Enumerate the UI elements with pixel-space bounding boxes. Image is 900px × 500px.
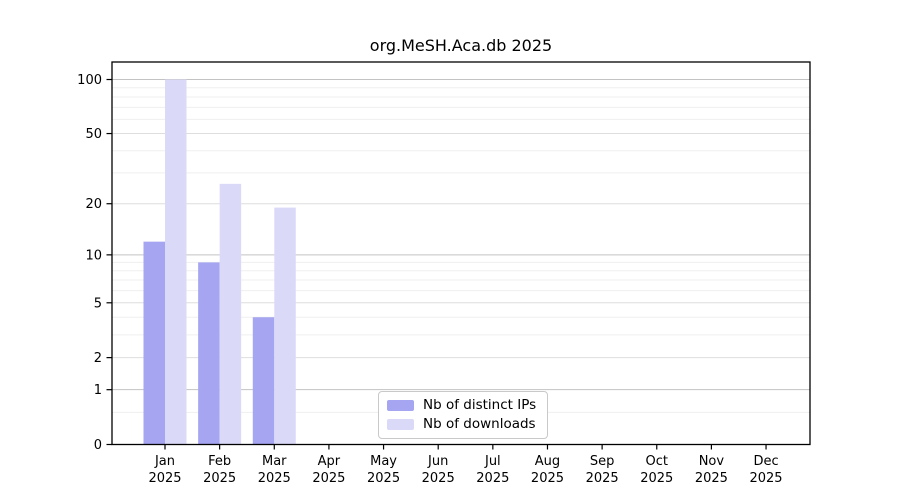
y-tick-label: 1 [94,383,102,398]
bar-jan-distinct-ips [143,241,165,445]
bar-mar-downloads [274,207,296,445]
x-tick-label: Dec 2025 [749,454,782,486]
x-tick-label: May 2025 [367,454,400,486]
x-tick-label: Aug 2025 [531,454,564,486]
legend-swatch-distinct-ips [387,400,414,411]
y-tick-label: 2 [94,351,102,366]
legend-item-downloads: Nb of downloads [387,417,536,432]
y-tick-label: 50 [85,127,102,142]
legend-item-distinct-ips: Nb of distinct IPs [387,398,536,413]
x-tick-label: Oct 2025 [640,454,673,486]
y-tick-label: 20 [85,197,102,212]
bar-feb-downloads [219,183,242,445]
chart-title: org.MeSH.Aca.db 2025 [369,36,553,55]
plot-frame [111,61,811,446]
x-tick-label: Sep 2025 [586,454,619,486]
bar-feb-distinct-ips [198,262,220,445]
legend-label-downloads: Nb of downloads [423,416,536,432]
x-tick-label: Jun 2025 [422,454,455,486]
legend: Nb of distinct IPs Nb of downloads [378,391,549,439]
legend-swatch-downloads [387,419,414,430]
y-tick-label: 10 [85,248,102,263]
x-tick-label: Feb 2025 [203,454,236,486]
x-tick-label: Jul 2025 [476,454,509,486]
bar-mar-distinct-ips [252,317,275,445]
legend-label-distinct-ips: Nb of distinct IPs [423,397,537,413]
y-tick-label: 100 [77,73,102,88]
x-tick-label: Apr 2025 [312,454,345,486]
y-tick-label: 0 [94,438,102,453]
x-tick-label: Nov 2025 [695,454,728,486]
bar-jan-downloads [165,79,187,445]
y-tick-label: 5 [94,296,102,311]
x-tick-label: Jan 2025 [148,454,181,486]
x-tick-label: Mar 2025 [258,454,291,486]
